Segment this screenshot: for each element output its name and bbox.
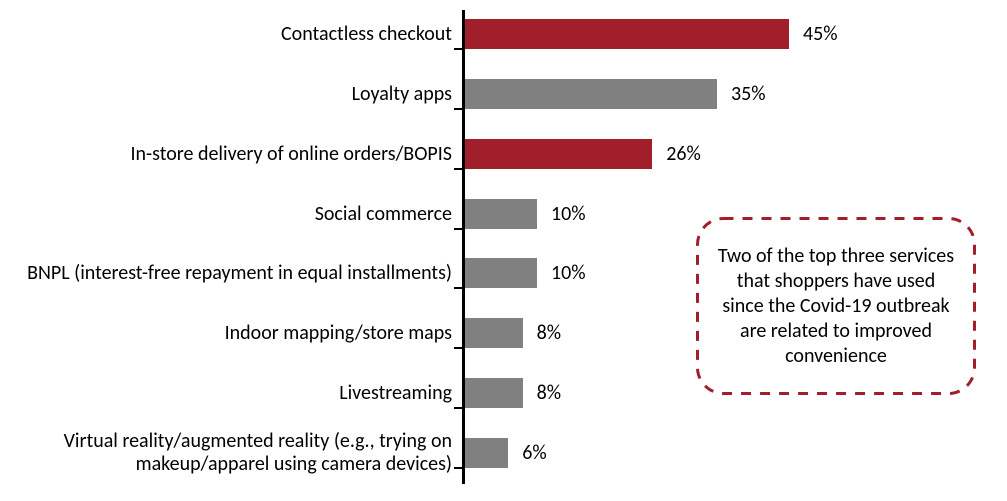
bar	[465, 318, 523, 348]
services-usage-bar-chart: Contactless checkout 45% Loyalty apps 35% In…	[0, 0, 1007, 501]
bar-label: Virtual reality/augmented reality (e.g.,…	[0, 425, 452, 481]
bar-value: 8%	[537, 318, 561, 348]
bar-label: Indoor mapping/store maps	[0, 305, 452, 361]
bar	[465, 258, 537, 288]
axis-tick	[454, 168, 465, 170]
bar-label: Contactless checkout	[0, 6, 452, 62]
bar-value: 35%	[731, 79, 766, 109]
axis-tick	[454, 108, 465, 110]
bar	[465, 19, 789, 49]
axis-tick	[454, 347, 465, 349]
bar-label: Loyalty apps	[0, 66, 452, 122]
bar-value: 10%	[551, 258, 586, 288]
bar-label: Social commerce	[0, 186, 452, 242]
bar-value: 10%	[551, 199, 586, 229]
bar-label: In-store delivery of online orders/BOPIS	[0, 126, 452, 182]
bar	[465, 199, 537, 229]
axis-tick	[454, 407, 465, 409]
axis-tick	[454, 467, 465, 469]
bar-value: 26%	[666, 139, 701, 169]
bar-label: Livestreaming	[0, 365, 452, 421]
bar	[465, 438, 508, 468]
bar-value: 8%	[537, 378, 561, 408]
axis-tick	[454, 228, 465, 230]
bar-value: 6%	[522, 438, 546, 468]
bar-value: 45%	[803, 19, 838, 49]
axis-tick	[454, 48, 465, 50]
bar-label: BNPL (interest-free repayment in equal i…	[0, 245, 452, 301]
bar	[465, 139, 652, 169]
bar	[465, 378, 523, 408]
axis-tick	[454, 287, 465, 289]
bar	[465, 79, 717, 109]
callout-box: Two of the top three services that shopp…	[696, 217, 976, 395]
callout-text: Two of the top three services that shopp…	[714, 244, 958, 369]
